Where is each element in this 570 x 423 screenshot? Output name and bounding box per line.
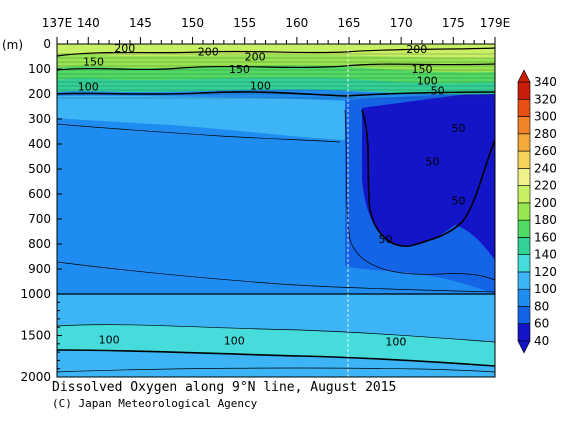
contour-label: 200 [245, 51, 266, 64]
colorbar-label: 340 [534, 75, 557, 89]
contour-50-omz [361, 109, 495, 247]
colorbar-label: 80 [534, 299, 549, 313]
subsurface-band [57, 95, 345, 140]
colorbar-segment [517, 150, 531, 169]
colorbar-segment [517, 81, 531, 100]
x-tick-label: 140 [77, 16, 100, 30]
contour-label: 50 [425, 156, 439, 169]
contour-label: 100 [224, 334, 245, 347]
y-axis: 0 100 200 300 400 500 600 700 800 900 1000 1500 2000 [20, 37, 62, 384]
y-tick-label: 400 [28, 137, 51, 151]
x-tick-label: 165 [338, 16, 361, 30]
y-tick-label: 100 [28, 62, 51, 76]
y-tick-label: 500 [28, 162, 51, 176]
y-tick-label: 800 [28, 237, 51, 251]
x-tick-label: 145 [129, 16, 152, 30]
y-axis-unit: (m) [2, 38, 23, 52]
colorbar-segment [517, 306, 531, 325]
y-tick-label: 2000 [20, 370, 51, 384]
y-tick-label: 200 [28, 87, 51, 101]
contour-150-upper [57, 63, 495, 71]
y-tick-label: 900 [28, 262, 51, 276]
bottom-low-band [57, 368, 495, 377]
colorbar-label: 120 [534, 265, 557, 279]
y-tick-label: 700 [28, 212, 51, 226]
colorbar-label: 260 [534, 144, 557, 158]
colorbar-segment [517, 168, 531, 186]
contour-120 [57, 123, 341, 143]
contour-label: 50 [379, 233, 393, 246]
y-tick-label: 1500 [20, 329, 51, 343]
colorbar-segment [517, 133, 531, 152]
contour-label: 50 [452, 122, 466, 135]
colorbar-label: 140 [534, 248, 557, 262]
chart-credit: (C) Japan Meteorological Agency [52, 397, 258, 410]
colorbar-segment [517, 98, 531, 117]
contour-90-mid [57, 261, 495, 293]
colorbar-segment [517, 271, 531, 290]
x-tick-label: 170 [390, 16, 413, 30]
chart-title: Dissolved Oxygen along 9°N line, August … [52, 380, 397, 395]
colorbar-label: 160 [534, 230, 557, 244]
contour-label: 150 [412, 63, 433, 76]
contour-label: 100 [78, 81, 99, 94]
colorbar-label: 240 [534, 161, 557, 175]
colorbar-segment [517, 288, 531, 307]
colorbar-min-triangle [517, 340, 531, 354]
contour-label: 50 [431, 84, 445, 97]
colorbar-label: 320 [534, 92, 557, 106]
contour-label: 100 [250, 79, 271, 92]
contour-90-bottom [57, 367, 495, 373]
y-tick-label: 0 [43, 37, 51, 51]
contour-label: 150 [229, 63, 250, 76]
omz-core [362, 90, 495, 260]
colorbar-label: 220 [534, 179, 557, 193]
x-tick-label: 175 [442, 16, 465, 30]
colorbar-label: 280 [534, 127, 557, 141]
x-tick-label: 150 [181, 16, 204, 30]
x-tick-label: 155 [233, 16, 256, 30]
colorbar-label: 100 [534, 282, 557, 296]
contour-100-deep [57, 349, 495, 367]
contour-label: 50 [452, 194, 466, 207]
colorbar-label: 40 [534, 334, 549, 348]
colorbar-label: 200 [534, 196, 557, 210]
colorbar-label: 60 [534, 317, 549, 331]
contour-label: 200 [406, 43, 427, 56]
x-tick-label: 179E [480, 16, 511, 30]
contour-label: 100 [99, 334, 120, 347]
contour-label: 200 [114, 42, 135, 55]
contour-100-deep-upper [57, 324, 495, 343]
contour-label: 150 [83, 56, 104, 69]
colorbar-segment [517, 202, 531, 221]
contour-label: 100 [385, 336, 406, 349]
x-tick-label: 160 [285, 16, 308, 30]
colorbar: 40 60 80 100 120 140 160 180 200 220 240 260 280 300 3… [517, 69, 557, 354]
contour-label: 100 [417, 74, 438, 87]
colorbar-segment [517, 185, 531, 204]
colorbar-segment [517, 237, 531, 255]
x-axis: 137E 140 145 150 155 160 165 170 175 179E [42, 16, 511, 44]
contour-200-upper [57, 47, 495, 57]
colorbar-segment [517, 323, 531, 342]
y-tick-label: 1000 [20, 287, 51, 301]
colorbar-max-triangle [517, 69, 531, 83]
y-tick-label: 600 [28, 187, 51, 201]
colorbar-segment [517, 116, 531, 135]
colorbar-label: 180 [534, 213, 557, 227]
colorbar-segment [517, 219, 531, 238]
contour-100-upper [57, 91, 495, 97]
colorbar-segment [517, 254, 531, 273]
x-tick-label: 137E [42, 16, 73, 30]
y-tick-label: 300 [28, 112, 51, 126]
colorbar-label: 300 [534, 110, 557, 124]
contour-80 [344, 109, 495, 281]
contour-label: 200 [198, 46, 219, 59]
